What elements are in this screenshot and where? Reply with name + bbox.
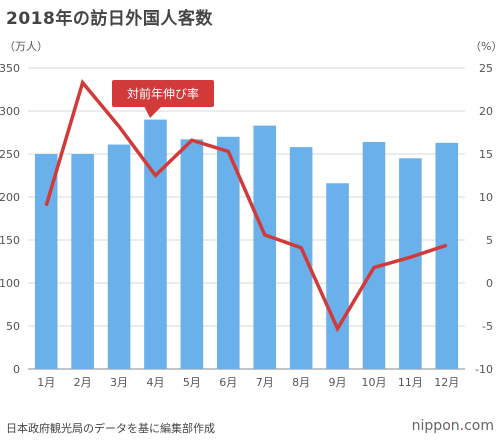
x-tick-label: 8月 (292, 376, 310, 389)
y-tick-label: 150 (0, 234, 20, 247)
y-tick-label: 0 (13, 363, 20, 376)
y2-axis-unit: （%） (470, 40, 500, 53)
y-axis-unit: （万人） (4, 40, 48, 53)
growth-line-path (44, 78, 448, 333)
bar (71, 154, 94, 369)
bar (435, 142, 459, 369)
y-tick-label: 100 (0, 277, 20, 290)
bar (289, 147, 313, 369)
y-tick-label: 200 (0, 191, 20, 204)
x-tick-label: 1月 (37, 376, 55, 389)
bar (253, 125, 276, 370)
x-tick-label: 12月 (434, 376, 459, 389)
x-tick-label: 4月 (146, 376, 164, 389)
source-note: 日本政府観光局のデータを基に編集部作成 (6, 422, 215, 435)
x-tick-label: 11月 (398, 376, 423, 389)
bar (362, 141, 386, 369)
y-tick-label: 300 (0, 105, 20, 118)
y2-tick-label: 20 (479, 105, 493, 118)
y2-tick-label: 5 (486, 234, 493, 247)
bar (326, 183, 349, 369)
annotation-pointer (144, 106, 162, 118)
annotation: 対前年伸び率 (112, 80, 214, 118)
y2-tick-label: 25 (479, 62, 493, 75)
chart-title: 2018年の訪日外国人客数 (6, 9, 213, 29)
x-tick-label: 10月 (361, 376, 386, 389)
y-tick-label: 350 (0, 62, 20, 75)
bar (180, 139, 204, 369)
growth-line (44, 78, 448, 333)
x-tick-label: 2月 (74, 376, 92, 389)
annotation-label: 対前年伸び率 (127, 86, 199, 101)
x-tick-label: 3月 (110, 376, 128, 389)
bar (144, 119, 167, 369)
x-tick-label: 7月 (256, 376, 274, 389)
x-tick-label: 6月 (219, 376, 237, 389)
y2-tick-label: 15 (479, 148, 493, 161)
bar (107, 144, 131, 369)
axis-ticks: 0 50 100 150 200 250 300 350 -10 -5 0 5 10 15 20 25 1月 2月… (0, 62, 493, 389)
y2-tick-label: 0 (486, 277, 493, 290)
bar (217, 136, 240, 369)
y2-tick-label: -5 (482, 320, 493, 333)
y2-tick-label: -10 (475, 363, 493, 376)
chart-area: （万人） （%） 0 50 100 150 200 250 300 350 -10 -5 0 5 10 1… (0, 40, 500, 389)
x-tick-label: 9月 (329, 376, 347, 389)
y-tick-label: 50 (6, 320, 20, 333)
annotation-box (112, 80, 214, 107)
y-tick-label: 250 (0, 148, 20, 161)
brand-logo: nippon.com (411, 418, 494, 434)
bars (34, 119, 459, 370)
x-tick-label: 5月 (183, 376, 201, 389)
y2-tick-label: 10 (479, 191, 493, 204)
bar (399, 158, 422, 369)
bar (34, 154, 58, 369)
